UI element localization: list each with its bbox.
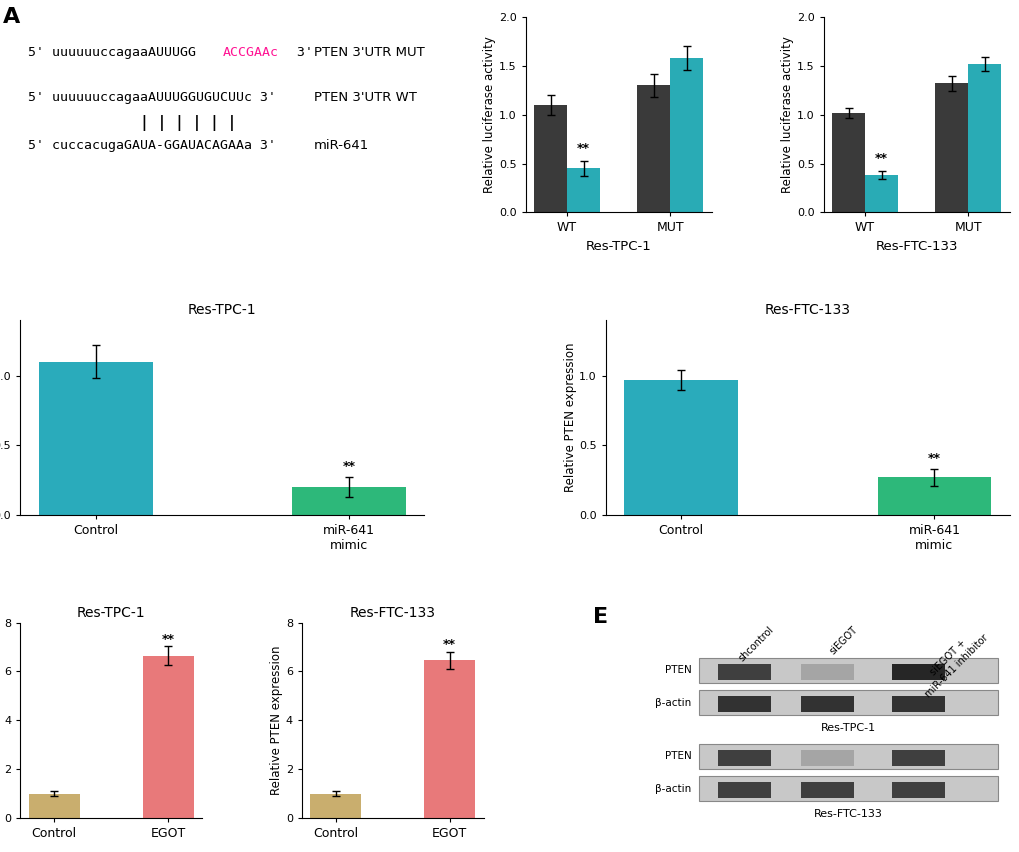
Bar xyxy=(424,660,475,818)
Y-axis label: Relative luciferase activity: Relative luciferase activity xyxy=(781,37,793,193)
Bar xyxy=(892,782,945,798)
Bar xyxy=(864,176,897,212)
Bar xyxy=(534,105,567,212)
Text: 5' uuuuuuccagaaAUUUGG: 5' uuuuuuccagaaAUUUGG xyxy=(28,46,196,60)
Text: β-actin: β-actin xyxy=(654,784,691,793)
Bar xyxy=(698,744,998,769)
Bar xyxy=(801,664,854,680)
X-axis label: Res-TPC-1: Res-TPC-1 xyxy=(585,240,651,253)
Bar xyxy=(717,750,770,766)
Y-axis label: Relative PTEN expression: Relative PTEN expression xyxy=(0,646,1,795)
Text: PTEN 3'UTR MUT: PTEN 3'UTR MUT xyxy=(314,46,424,60)
Text: Res-FTC-133: Res-FTC-133 xyxy=(813,809,882,819)
Text: shcontrol: shcontrol xyxy=(737,625,775,664)
Bar xyxy=(934,83,967,212)
Bar xyxy=(29,793,79,818)
Text: Res-TPC-1: Res-TPC-1 xyxy=(820,723,875,734)
Bar xyxy=(967,64,1001,212)
Text: **: ** xyxy=(927,452,941,465)
Bar xyxy=(39,361,153,515)
Text: β-actin: β-actin xyxy=(654,698,691,708)
Text: | | | | | |: | | | | | | xyxy=(141,115,236,130)
Bar xyxy=(717,782,770,798)
Title: Res-FTC-133: Res-FTC-133 xyxy=(764,303,850,317)
Bar xyxy=(143,655,194,818)
Bar xyxy=(310,793,361,818)
Text: siEGOT +
miR-641 inhibitor: siEGOT + miR-641 inhibitor xyxy=(914,625,989,699)
Text: 5' cuccacugaGAUA-GGAUACAGAAa 3': 5' cuccacugaGAUA-GGAUACAGAAa 3' xyxy=(28,139,275,153)
Bar xyxy=(291,487,406,515)
Text: A: A xyxy=(2,8,19,27)
Text: PTEN 3'UTR WT: PTEN 3'UTR WT xyxy=(314,91,417,104)
Bar xyxy=(801,750,854,766)
Bar xyxy=(832,112,864,212)
Text: E: E xyxy=(592,607,607,627)
Text: siEGOT: siEGOT xyxy=(827,625,859,656)
Text: **: ** xyxy=(577,141,590,155)
Bar xyxy=(567,169,599,212)
Bar xyxy=(624,380,738,515)
Y-axis label: Relative PTEN expression: Relative PTEN expression xyxy=(562,343,576,492)
Text: **: ** xyxy=(874,153,888,165)
Bar xyxy=(669,58,703,212)
Bar xyxy=(698,776,998,802)
Bar xyxy=(637,85,669,212)
Bar xyxy=(717,664,770,680)
Y-axis label: Relative luciferase activity: Relative luciferase activity xyxy=(483,37,495,193)
Bar xyxy=(717,696,770,712)
Bar xyxy=(892,750,945,766)
Text: 5' uuuuuuccagaaAUUUGGUGUCUUc 3': 5' uuuuuuccagaaAUUUGGUGUCUUc 3' xyxy=(28,91,275,104)
Bar xyxy=(892,696,945,712)
Text: ACCGAAc: ACCGAAc xyxy=(222,46,278,60)
Text: PTEN: PTEN xyxy=(664,751,691,762)
Bar xyxy=(698,690,998,716)
Bar xyxy=(801,696,854,712)
Text: PTEN: PTEN xyxy=(664,665,691,676)
X-axis label: Res-FTC-133: Res-FTC-133 xyxy=(874,240,957,253)
Text: **: ** xyxy=(442,638,455,651)
Bar xyxy=(698,658,998,683)
Y-axis label: Relative PTEN expression: Relative PTEN expression xyxy=(270,646,282,795)
Bar xyxy=(876,477,990,515)
Text: miR-641: miR-641 xyxy=(314,139,369,153)
Bar xyxy=(892,664,945,680)
Title: Res-FTC-133: Res-FTC-133 xyxy=(350,606,435,620)
Title: Res-TPC-1: Res-TPC-1 xyxy=(187,303,257,317)
Text: **: ** xyxy=(161,632,174,646)
Text: **: ** xyxy=(342,460,355,474)
Text: 3': 3' xyxy=(288,46,313,60)
Bar xyxy=(801,782,854,798)
Title: Res-TPC-1: Res-TPC-1 xyxy=(76,606,146,620)
